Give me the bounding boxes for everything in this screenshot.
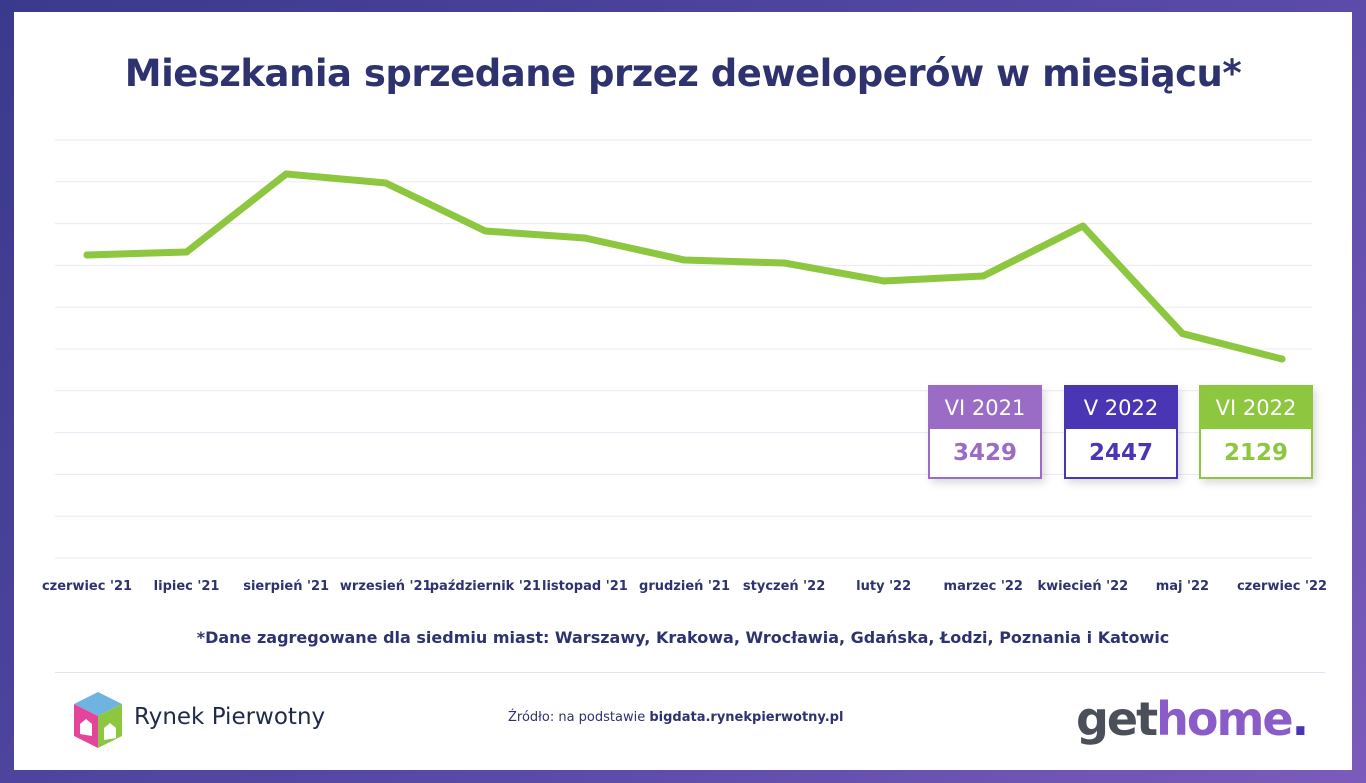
x-tick-label: kwiecień '22 (1037, 579, 1128, 594)
annotation-value: 3429 (952, 440, 1017, 466)
annotation-label: V 2022 (1066, 387, 1176, 429)
divider (55, 672, 1325, 673)
annotation-v-2022: V 2022 2447 (1064, 385, 1178, 479)
footnote: *Dane zagregowane dla siedmiu miast: War… (196, 628, 1170, 647)
x-tick-label: październik '21 (430, 579, 541, 594)
x-tick-label: luty '22 (856, 579, 911, 594)
data-point (979, 272, 987, 280)
data-point (780, 259, 788, 267)
annotation-value: 2447 (1088, 440, 1153, 466)
source-link[interactable]: bigdata.rynekpierwotny.pl (649, 710, 844, 725)
gethome-logo: gethome. (1076, 692, 1310, 746)
brand-dot: . (1291, 692, 1310, 746)
x-tick-label: czerwiec '21 (42, 579, 132, 594)
x-tick-label: marzec '22 (944, 579, 1023, 594)
data-point (880, 277, 888, 285)
line-chart: czerwiec '21 lipiec '21 sierpień '21 wrzesi… (42, 139, 1327, 594)
annotation-value: 2129 (1223, 440, 1288, 466)
data-point (83, 251, 91, 259)
rynek-pierwotny-logo-icon (74, 692, 122, 748)
rynek-pierwotny-logo-text: Rynek Pierwotny (134, 704, 326, 730)
x-tick-label: maj '22 (1156, 579, 1209, 594)
x-tick-label: lipiec '21 (154, 579, 220, 594)
x-tick-label: listopad '21 (542, 579, 628, 594)
data-point (382, 179, 390, 187)
x-tick-label: czerwiec '22 (1237, 579, 1327, 594)
x-tick-label: sierpień '21 (243, 579, 329, 594)
annotation-label: VI 2021 (930, 387, 1040, 429)
series-line (83, 170, 1286, 363)
data-point (282, 170, 290, 178)
source: Źródło: na podstawie bigdata.rynekpierwo… (508, 710, 843, 725)
annotation-label: VI 2022 (1201, 387, 1311, 429)
x-tick-label: grudzień '21 (639, 579, 730, 594)
brand-get: get (1076, 692, 1158, 746)
data-point (183, 248, 191, 256)
data-point (1079, 222, 1087, 230)
annotation-vi-2021: VI 2021 3429 (928, 385, 1042, 479)
x-tick-label: styczeń '22 (743, 579, 825, 594)
brand-home: home (1156, 692, 1293, 746)
data-point (1178, 330, 1186, 338)
data-point (1278, 355, 1286, 363)
chart-title: Mieszkania sprzedane przez deweloperów w… (124, 52, 1242, 95)
annotation-vi-2022: VI 2022 2129 (1199, 385, 1313, 479)
data-point (681, 256, 688, 264)
data-point (481, 227, 489, 235)
source-prefix: Źródło: na podstawie (508, 710, 650, 725)
x-tick-label: wrzesień '21 (340, 579, 432, 594)
data-point (581, 234, 589, 242)
